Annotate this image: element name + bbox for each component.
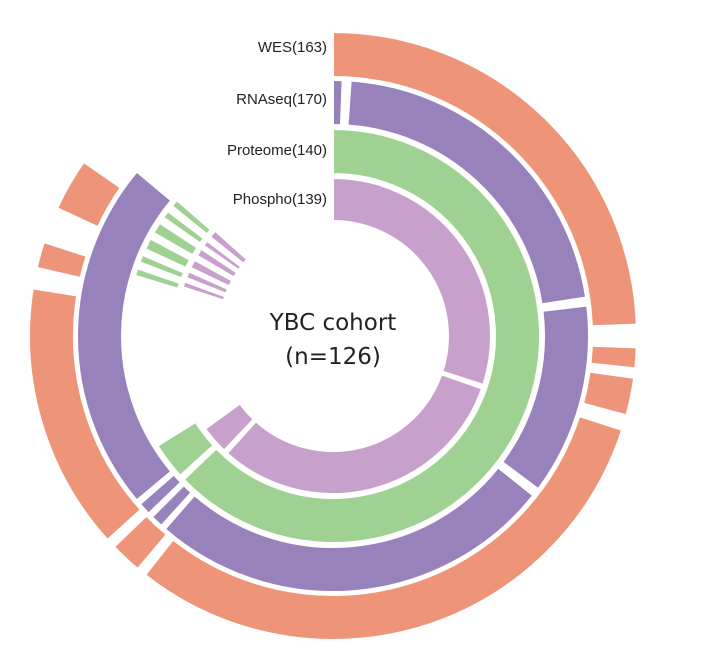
ring-segment-proteome — [138, 253, 186, 280]
ring-segment-proteome — [152, 221, 199, 257]
ring-segment-proteome — [170, 198, 213, 236]
ring-segment-proteome — [143, 237, 192, 270]
ring-segment-wes — [112, 514, 169, 571]
ring-segment-wes — [28, 287, 143, 542]
center-count: (n=126) — [285, 344, 381, 370]
ring-label-rnaseq: RNAseq(170) — [236, 91, 327, 108]
ring-segment-wes — [143, 414, 624, 641]
ring-segment-proteome — [182, 127, 541, 544]
ring-segment-rnaseq — [332, 78, 344, 127]
ring-segment-wes — [55, 160, 123, 229]
ring-segment-proteome — [156, 420, 215, 478]
ring-segment-phospho — [332, 176, 492, 387]
ring-segment-wes — [332, 30, 638, 328]
ring-segment-phospho — [225, 372, 484, 495]
ring-segment-rnaseq — [500, 304, 590, 491]
ring-segment-phospho — [181, 280, 227, 302]
ring-segment-proteome — [161, 209, 206, 245]
ring-segment-wes — [589, 344, 638, 370]
ring-segment-wes — [35, 240, 88, 280]
ring-segment-rnaseq — [150, 483, 193, 528]
ring-segment-rnaseq — [138, 473, 183, 515]
ring-segment-proteome — [133, 267, 182, 291]
ring-segment-phospho — [189, 258, 234, 288]
ring-segment-rnaseq — [163, 466, 535, 593]
ring-label-proteome: Proteome(140) — [227, 142, 327, 159]
rings — [28, 30, 638, 641]
ring-segment-wes — [581, 370, 636, 417]
ring-label-phospho: Phospho(139) — [233, 191, 327, 208]
center-title: YBC cohort — [269, 310, 397, 336]
ring-segment-rnaseq — [346, 79, 588, 306]
ring-segment-phospho — [195, 247, 239, 279]
ring-label-wes: WES(163) — [258, 39, 327, 56]
ring-segment-phospho — [184, 270, 230, 295]
ring-segment-phospho — [202, 239, 243, 272]
ring-segment-phospho — [203, 402, 256, 452]
ring-segment-rnaseq — [76, 170, 173, 502]
ring-segment-phospho — [208, 229, 249, 266]
